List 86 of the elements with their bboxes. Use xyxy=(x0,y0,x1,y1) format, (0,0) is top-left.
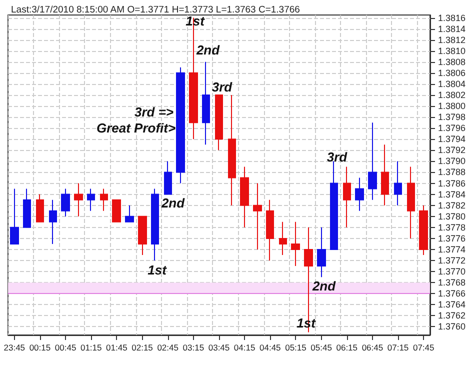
y-tick-label: 1.3816 xyxy=(438,12,466,23)
x-tick-label: 03:45 xyxy=(208,342,230,352)
candlestick xyxy=(330,160,338,250)
y-tick-label: 1.3760 xyxy=(438,322,466,332)
y-tick-label: 1.3778 xyxy=(438,222,466,232)
x-tick-label: 05:45 xyxy=(310,342,332,352)
x-tick-label: 06:45 xyxy=(362,342,384,352)
x-tick-label: 01:45 xyxy=(106,342,128,352)
y-tick-label: 1.3802 xyxy=(438,90,466,100)
x-tick-label: 05:15 xyxy=(285,342,307,352)
x-tick-label: 23:45 xyxy=(4,342,26,352)
annotation: Great Profit> xyxy=(96,120,176,136)
candlestick xyxy=(343,166,351,228)
y-tick-label: 1.3796 xyxy=(438,123,466,134)
candlestick xyxy=(381,144,389,206)
y-tick-label: 1.3780 xyxy=(438,211,466,222)
annotation: 1st xyxy=(148,262,168,278)
candlestick xyxy=(279,221,287,256)
candlestick xyxy=(266,199,274,262)
candlestick xyxy=(112,199,121,222)
y-tick-label: 1.3812 xyxy=(438,34,466,45)
y-tick-label: 1.3766 xyxy=(438,288,466,299)
annotation: 2nd xyxy=(311,278,337,294)
y-tick-label: 1.3786 xyxy=(438,178,466,188)
candlestick xyxy=(36,194,44,222)
candlestick xyxy=(125,204,134,222)
y-tick-label: 1.3806 xyxy=(438,68,466,78)
y-tick-label: 1.3776 xyxy=(438,233,466,244)
annotation: 3rd => xyxy=(134,104,174,120)
chart-title: Last:3/17/2010 8:15:00 AM O=1.3771 H=1.3773 L=1.3763 C=1.3766 xyxy=(11,4,300,16)
y-tick-label: 1.3764 xyxy=(438,300,466,310)
candlestick xyxy=(151,188,159,262)
x-tick-label: 06:15 xyxy=(336,342,358,352)
candlestick xyxy=(394,160,402,206)
x-tick-label: 04:15 xyxy=(234,342,256,352)
y-tick-label: 1.3794 xyxy=(438,134,466,144)
candlestick xyxy=(74,182,83,217)
y-tick-label: 1.3808 xyxy=(438,56,466,67)
x-tick-label: 03:15 xyxy=(182,342,204,352)
y-tick-label: 1.3804 xyxy=(438,78,466,89)
candlestick xyxy=(291,221,300,267)
x-tick-label: 00:45 xyxy=(54,342,76,352)
candlestick xyxy=(240,166,249,228)
y-tick-label: 1.3814 xyxy=(438,24,466,34)
x-tick-label: 02:45 xyxy=(157,342,179,352)
x-tick-label: 07:15 xyxy=(387,342,409,352)
annotation: 2nd xyxy=(195,42,221,58)
x-tick-label: 00:15 xyxy=(29,342,51,352)
y-tick-label: 1.3784 xyxy=(438,189,466,200)
y-tick-label: 1.3768 xyxy=(438,278,466,288)
candlestick xyxy=(202,61,210,146)
candlestick xyxy=(215,94,223,151)
annotation: 2nd xyxy=(160,196,186,210)
candlestick xyxy=(355,177,364,212)
annotation: 3rd xyxy=(326,150,348,164)
y-tick-label: 1.3782 xyxy=(438,200,466,210)
candlestick xyxy=(164,160,172,195)
candlestick xyxy=(61,188,70,217)
annotation: 3rd xyxy=(212,80,234,94)
y-tick-label: 1.3772 xyxy=(438,256,466,266)
candlestick xyxy=(100,188,108,212)
candlestick xyxy=(23,188,31,228)
x-tick-label: 01:15 xyxy=(80,342,102,352)
y-tick-label: 1.3800 xyxy=(438,101,466,112)
candlestick xyxy=(317,226,326,278)
candlestick xyxy=(407,166,415,239)
candlestick xyxy=(228,94,236,206)
candlestick xyxy=(253,182,262,250)
candlestick xyxy=(368,122,377,200)
y-tick-label: 1.3788 xyxy=(438,167,466,178)
candlestick xyxy=(138,216,147,256)
y-tick-label: 1.3770 xyxy=(438,266,466,277)
y-tick-label: 1.3810 xyxy=(438,46,466,56)
x-tick-label: 02:15 xyxy=(132,342,154,352)
x-tick-label: 07:45 xyxy=(412,342,435,352)
y-tick-label: 1.3774 xyxy=(438,244,466,254)
y-tick-label: 1.3792 xyxy=(438,145,466,156)
candlestick xyxy=(419,204,428,256)
candlestick xyxy=(87,188,95,212)
y-tick-label: 1.3762 xyxy=(438,310,466,321)
candlestick xyxy=(49,199,57,244)
candlestick xyxy=(176,66,185,184)
x-tick-label: 04:45 xyxy=(260,342,282,352)
y-tick-label: 1.3790 xyxy=(438,156,466,166)
candlestick xyxy=(10,188,19,244)
y-tick-label: 1.3798 xyxy=(438,112,466,122)
